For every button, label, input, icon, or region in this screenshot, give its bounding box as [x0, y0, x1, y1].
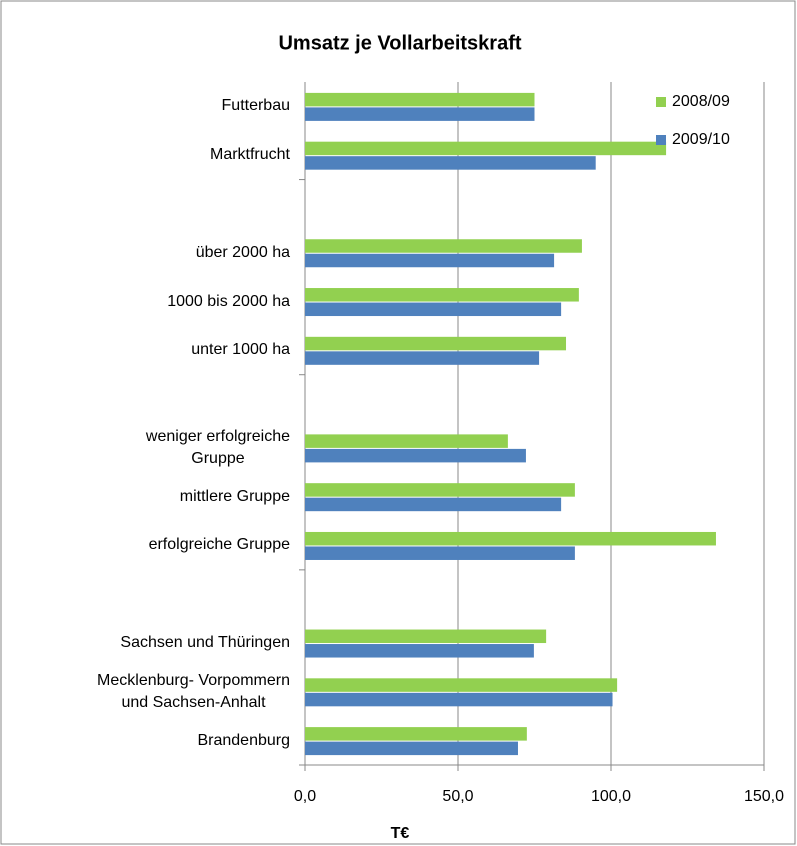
bar: [305, 644, 534, 658]
y-tick-label: unter 1000 ha: [191, 341, 290, 359]
legend-swatch: [656, 135, 666, 145]
y-tick-label: über 2000 ha: [195, 243, 290, 261]
bar: [305, 336, 567, 351]
bar: [305, 531, 716, 546]
y-tick-label: Sachsen und Thüringen: [120, 634, 290, 652]
x-tick-label: 50,0: [442, 788, 473, 805]
bar: [305, 253, 555, 268]
bar: [305, 288, 579, 302]
bar: [305, 692, 613, 707]
bar: [305, 727, 527, 741]
y-tick-label: Marktfrucht: [209, 146, 290, 164]
bar: [305, 448, 526, 463]
y-tick-label: Mecklenburg- Vorpommern und Sachsen-Anha…: [97, 671, 290, 711]
bar: [305, 434, 508, 448]
legend-label: 2008/09: [672, 93, 730, 110]
bar: [305, 141, 667, 156]
bar: [305, 156, 596, 170]
bar: [305, 497, 562, 512]
y-tick-label: 1000 bis 2000 ha: [167, 292, 290, 310]
bar: [305, 741, 518, 756]
chart-title: Umsatz je Vollarbeitskraft: [278, 32, 521, 54]
x-axis-label: T€: [391, 825, 410, 842]
bar: [305, 92, 535, 107]
x-tick-label: 100,0: [591, 788, 631, 805]
legend-label: 2009/10: [672, 131, 730, 148]
bar: [305, 629, 547, 644]
bar: [305, 107, 535, 121]
bar: [305, 546, 575, 560]
y-tick-label: mittlere Gruppe: [179, 487, 290, 505]
bar: [305, 351, 540, 365]
bar: [305, 483, 575, 497]
y-tick-label: Brandenburg: [197, 731, 290, 749]
bar: [305, 678, 618, 692]
y-tick-label: Futterbau: [221, 97, 290, 115]
y-tick-label: erfolgreiche Gruppe: [148, 536, 290, 554]
x-tick-label: 0,0: [294, 788, 316, 805]
y-tick-label: weniger erfolgreiche Gruppe: [145, 427, 290, 467]
bar: [305, 302, 562, 317]
x-tick-label: 150,0: [744, 788, 784, 805]
legend-swatch: [656, 97, 666, 107]
bar: [305, 239, 582, 253]
